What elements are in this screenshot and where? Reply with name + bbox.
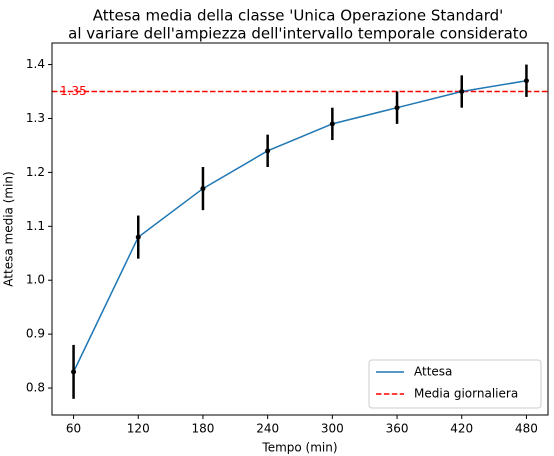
data-point [329,121,335,127]
y-tick-label: 1.3 [26,111,45,125]
legend: Attesa Media giornaliera [368,359,542,409]
data-point [71,369,77,375]
series-line-attesa [72,80,527,373]
x-axis: 60 120 180 240 300 360 420 480 [66,415,538,436]
x-axis-label: Tempo (min) [261,441,337,455]
y-tick-label: 1.2 [26,165,45,179]
plot-area: 1.35 [52,64,548,399]
y-axis-label: Attesa media (min) [2,171,16,286]
data-point [523,78,529,84]
data-point [394,105,400,111]
axes-frame [51,42,549,416]
y-tick-label: 1.1 [26,219,45,233]
x-tick-label: 360 [386,422,409,436]
chart-title: Attesa media della classe 'Unica Operazi… [93,7,504,25]
legend-label-attesa: Attesa [414,365,452,379]
data-point [135,234,141,240]
x-tick-label: 60 [66,422,81,436]
x-tick-label: 480 [515,422,538,436]
y-axis: 0.8 0.9 1.0 1.1 1.2 1.3 1.4 [26,57,52,395]
chart-subtitle: al variare dell'ampiezza dell'intervallo… [68,25,528,43]
x-tick-label: 420 [450,422,473,436]
y-tick-label: 1.0 [26,273,45,287]
y-tick-label: 1.4 [26,57,45,71]
y-tick-label: 0.8 [26,381,45,395]
reference-line-label: 1.35 [60,84,87,98]
data-point [200,186,206,192]
x-tick-label: 120 [127,422,150,436]
x-tick-label: 180 [192,422,215,436]
data-point [265,148,271,154]
data-point [459,89,465,95]
x-tick-label: 300 [321,422,344,436]
x-tick-label: 240 [256,422,279,436]
legend-label-media-giornaliera: Media giornaliera [414,387,518,401]
y-tick-label: 0.9 [26,327,45,341]
legend-box [368,359,542,409]
